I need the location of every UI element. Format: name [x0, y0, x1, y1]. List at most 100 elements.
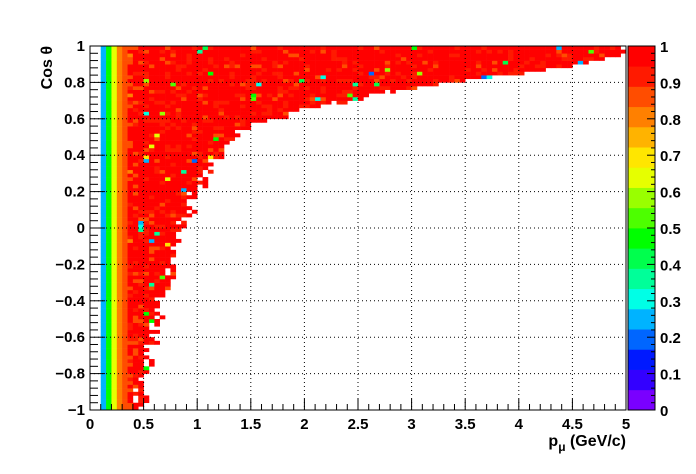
- heatmap-cell: [175, 140, 182, 145]
- heatmap-cell: [165, 96, 171, 101]
- heatmap-cell: [132, 144, 139, 149]
- heatmap-cell: [111, 86, 118, 90]
- heatmap-cell: [154, 60, 160, 65]
- heatmap-cell: [100, 271, 107, 276]
- heatmap-cell: [181, 151, 187, 156]
- heatmap-cell: [148, 228, 155, 232]
- heatmap-cell: [148, 300, 155, 305]
- heatmap-cell: [282, 82, 289, 87]
- heatmap-cell: [116, 93, 123, 98]
- heatmap-cell: [106, 49, 112, 54]
- heatmap-cell: [277, 96, 284, 101]
- heatmap-cell: [170, 118, 177, 123]
- heatmap-cell: [165, 184, 171, 189]
- heatmap-cell: [106, 344, 112, 349]
- heatmap-cell: [240, 60, 246, 65]
- heatmap-cell: [100, 275, 107, 280]
- heatmap-cell: [202, 126, 209, 131]
- heatmap-cell: [422, 53, 428, 58]
- heatmap-cell: [561, 53, 568, 58]
- heatmap-cell: [320, 53, 327, 58]
- heatmap-cell: [320, 46, 327, 50]
- heatmap-cell: [138, 158, 144, 163]
- heatmap-cell: [550, 53, 557, 58]
- heatmap-cell: [111, 224, 118, 229]
- heatmap-cell: [277, 67, 284, 72]
- heatmap-cell: [486, 67, 493, 72]
- heatmap-cell: [347, 67, 353, 72]
- heatmap-cell: [304, 96, 311, 101]
- heatmap-cell: [540, 56, 546, 61]
- heatmap-cell: [240, 100, 246, 105]
- heatmap-cell: [240, 46, 246, 50]
- heatmap-cell: [122, 213, 128, 218]
- heatmap-cell: [138, 137, 144, 141]
- heatmap-cell: [524, 56, 530, 61]
- heatmap-cell: [148, 271, 155, 276]
- heatmap-cell: [282, 107, 289, 112]
- heatmap-cell: [138, 373, 144, 378]
- heatmap-cell: [132, 406, 139, 411]
- heatmap-cell: [245, 53, 252, 58]
- heatmap-cell: [159, 158, 166, 163]
- heatmap-cell: [175, 213, 182, 218]
- heatmap-cell: [111, 406, 118, 411]
- heatmap-cell: [127, 209, 134, 214]
- heatmap-cell: [111, 311, 118, 316]
- heatmap-cell: [111, 253, 118, 258]
- heatmap-cell: [159, 49, 166, 54]
- heatmap-cell: [186, 53, 193, 58]
- heatmap-cell: [127, 184, 134, 189]
- heatmap-cell: [116, 399, 123, 404]
- heatmap-cell: [293, 78, 300, 83]
- heatmap-cell: [202, 166, 209, 171]
- heatmap-cell: [106, 359, 112, 363]
- heatmap-cell: [111, 151, 118, 156]
- heatmap-cell: [181, 191, 187, 196]
- heatmap-cell: [181, 100, 187, 105]
- heatmap-cell: [138, 71, 144, 76]
- heatmap-cell: [143, 151, 150, 156]
- heatmap-cell: [234, 104, 241, 109]
- heatmap-cell: [502, 53, 509, 58]
- heatmap-cell: [186, 158, 193, 163]
- heatmap-cell: [400, 82, 407, 87]
- heatmap-cell: [175, 177, 182, 181]
- heatmap-cell: [127, 304, 134, 309]
- heatmap-cell: [138, 257, 144, 262]
- heatmap-cell: [148, 329, 155, 334]
- heatmap-cell: [154, 275, 160, 280]
- heatmap-cell: [304, 64, 311, 69]
- heatmap-cell: [159, 82, 166, 87]
- heatmap-cell: [529, 56, 536, 61]
- heatmap-cell: [154, 249, 160, 254]
- heatmap-cell: [165, 122, 171, 127]
- heatmap-cell: [213, 140, 219, 145]
- heatmap-cell: [143, 322, 150, 327]
- heatmap-cell: [266, 100, 273, 105]
- heatmap-cell: [143, 96, 150, 101]
- heatmap-cell: [181, 180, 187, 185]
- heatmap-cell: [138, 49, 144, 54]
- heatmap-cell: [175, 147, 182, 152]
- heatmap-cell: [138, 191, 144, 196]
- heatmap-cell: [202, 49, 209, 54]
- heatmap-cell: [106, 366, 112, 371]
- heatmap-cell: [170, 64, 177, 69]
- heatmap-cell: [148, 122, 155, 127]
- heatmap-cell: [550, 56, 557, 61]
- heatmap-cell: [106, 402, 112, 407]
- heatmap-cell: [288, 82, 294, 87]
- heatmap-cells: [100, 46, 627, 411]
- heatmap-cell: [427, 53, 434, 58]
- heatmap-cell: [132, 209, 139, 214]
- heatmap-cell: [165, 162, 171, 167]
- heatmap-cell: [288, 86, 294, 90]
- heatmap-cell: [213, 78, 219, 83]
- heatmap-cell: [224, 49, 230, 54]
- heatmap-cell: [106, 206, 112, 211]
- heatmap-cell: [304, 82, 311, 87]
- heatmap-cell: [100, 257, 107, 262]
- heatmap-cell: [116, 249, 123, 254]
- heatmap-cell: [288, 46, 294, 50]
